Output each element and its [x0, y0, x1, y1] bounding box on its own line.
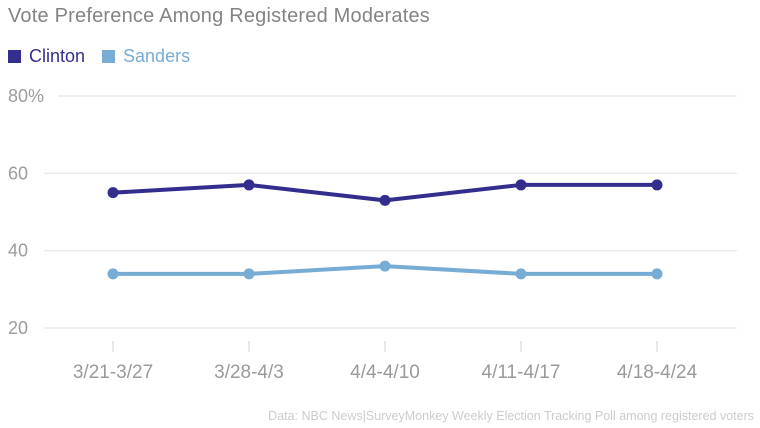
data-point-sanders	[243, 268, 255, 280]
legend-swatch-clinton	[8, 50, 21, 63]
data-point-clinton	[379, 194, 391, 206]
legend-item-clinton: Clinton	[8, 46, 85, 67]
data-point-clinton	[515, 179, 527, 191]
data-point-clinton	[651, 179, 663, 191]
x-axis-label: 3/21-3/27	[73, 362, 153, 383]
y-axis-label: 80%	[8, 86, 44, 106]
y-axis-label: 20	[8, 318, 28, 338]
data-point-sanders	[515, 268, 527, 280]
chart-title: Vote Preference Among Registered Moderat…	[8, 5, 430, 27]
legend-item-sanders: Sanders	[102, 46, 190, 67]
y-axis-label: 60	[8, 163, 28, 183]
data-point-sanders	[651, 268, 663, 280]
data-point-sanders	[107, 268, 119, 280]
x-axis-label: 4/18-4/24	[617, 362, 698, 383]
data-point-clinton	[243, 179, 255, 191]
source-note: Data: NBC News|SurveyMonkey Weekly Elect…	[268, 409, 754, 423]
legend-label-sanders: Sanders	[123, 46, 191, 66]
data-point-sanders	[379, 260, 391, 272]
legend-label-clinton: Clinton	[29, 46, 86, 66]
x-axis-label: 4/4-4/10	[350, 362, 420, 383]
y-axis-label: 40	[8, 241, 28, 261]
legend: Clinton Sanders	[8, 46, 190, 67]
x-axis-label: 3/28-4/3	[214, 362, 284, 383]
x-axis-label: 4/11-4/17	[482, 362, 561, 383]
legend-swatch-sanders	[102, 50, 116, 63]
data-point-clinton	[107, 187, 119, 199]
